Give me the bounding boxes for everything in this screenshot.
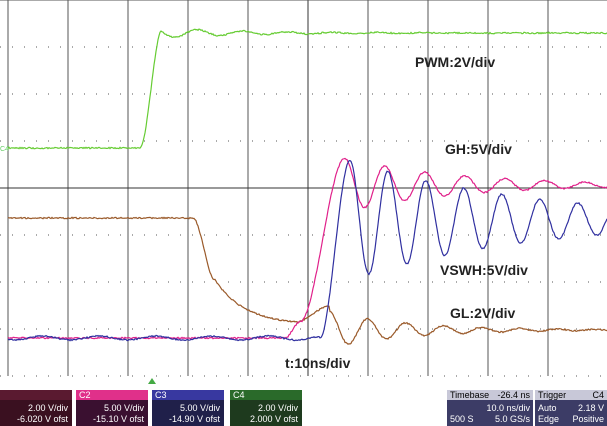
trigger-mode: Auto — [538, 403, 557, 413]
c3-scale: 5.00 V/div — [180, 403, 221, 413]
timebase-panel: Timebase -26.4 ns 10.0 ns/div 500 S 5.0 … — [447, 390, 533, 426]
trigger-type: Edge — [538, 414, 559, 424]
c3-name: C3 — [155, 390, 167, 400]
c1-panel: 2.00 V/div -6.020 V ofst — [0, 390, 72, 426]
c4-scale: 2.00 V/div — [258, 403, 299, 413]
time-label: t:10ns/div — [285, 355, 351, 371]
screen-bg — [0, 0, 607, 378]
timebase-rate: 5.0 GS/s — [495, 414, 531, 424]
pwm-label: PWM:2V/div — [415, 54, 495, 70]
c3-panel: C3 5.00 V/div -14.90 V ofst — [152, 390, 224, 426]
c4-offset: 2.000 V ofst — [250, 414, 299, 424]
gl-label: GL:2V/div — [450, 305, 516, 321]
trigger-title: Trigger — [538, 390, 566, 400]
c3-offset: -14.90 V ofst — [169, 414, 221, 424]
c4-panel: C4 2.00 V/div 2.000 V ofst — [230, 390, 302, 426]
c4-name: C4 — [233, 390, 245, 400]
trigger-level: 2.18 V — [578, 403, 604, 413]
c2-offset: -15.10 V ofst — [93, 414, 145, 424]
c2-scale: 5.00 V/div — [104, 403, 145, 413]
scope-screen: C4 PWM:2V/div GH:5V/div VSWH:5V/div GL:2… — [0, 0, 607, 426]
channel-marker: C4 — [0, 146, 9, 153]
trigger-slope: Positive — [572, 414, 604, 424]
vswh-label: VSWH:5V/div — [440, 262, 528, 278]
timebase-delay: -26.4 ns — [497, 390, 530, 400]
gh-label: GH:5V/div — [445, 141, 512, 157]
trigger-source: C4 — [592, 390, 604, 400]
c2-name: C2 — [79, 390, 91, 400]
timebase-title: Timebase — [450, 390, 489, 400]
c1-offset: -6.020 V ofst — [17, 414, 69, 424]
c1-scale: 2.00 V/div — [28, 403, 69, 413]
c2-panel: C2 5.00 V/div -15.10 V ofst — [76, 390, 148, 426]
timebase-samples: 500 S — [450, 414, 474, 424]
timebase-scale: 10.0 ns/div — [486, 403, 530, 413]
trigger-panel: Trigger C4 Auto 2.18 V Edge Positive — [535, 390, 607, 426]
trigger-marker — [148, 378, 156, 384]
